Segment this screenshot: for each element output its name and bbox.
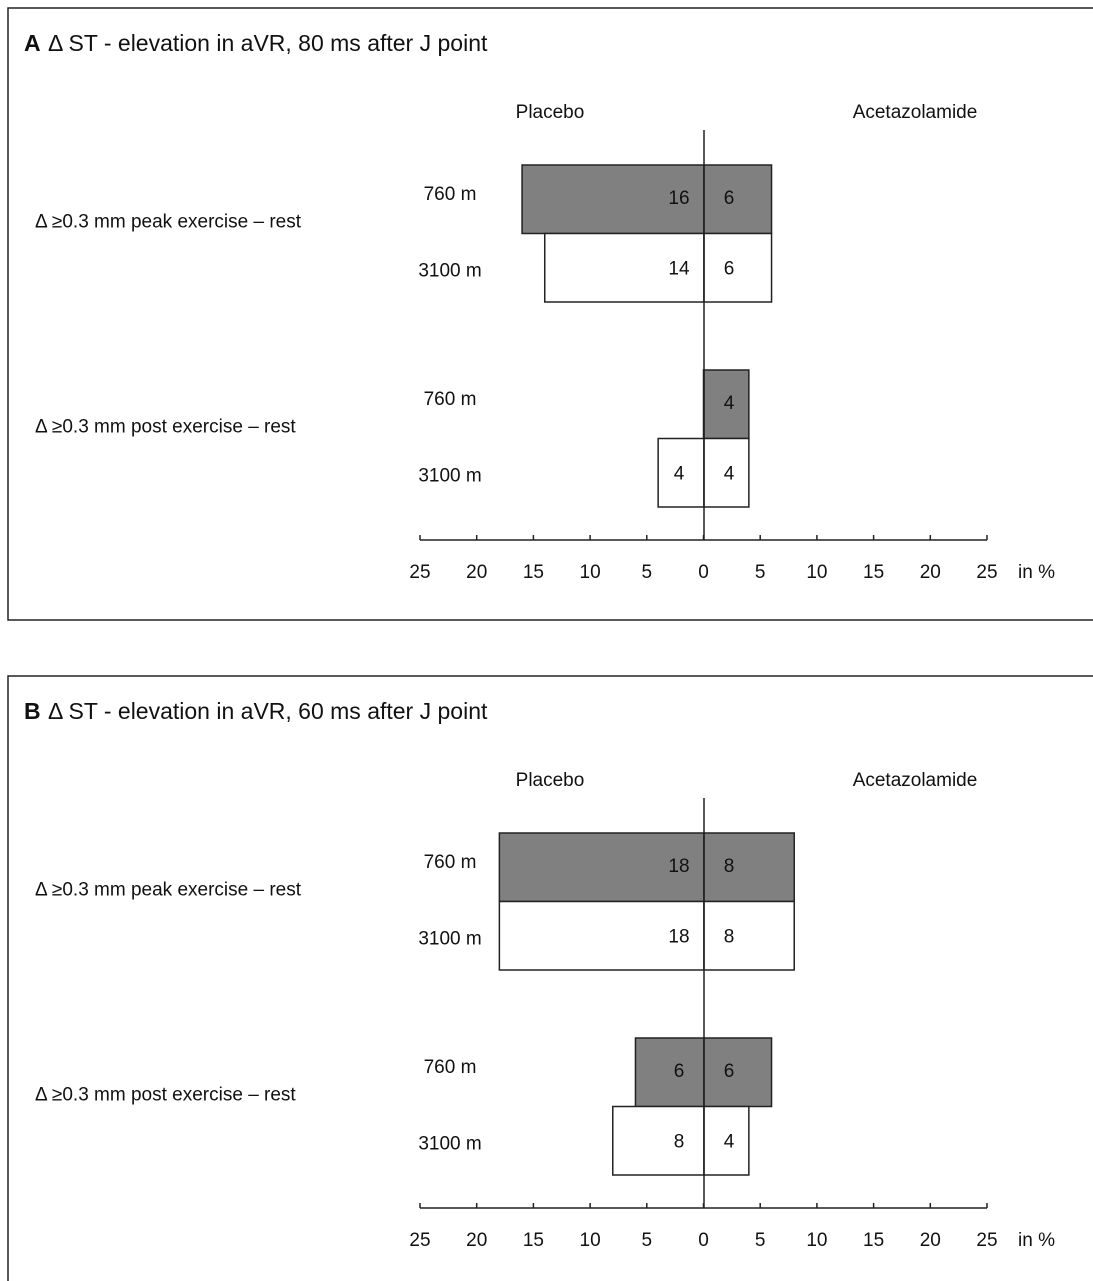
bar <box>703 232 773 303</box>
bar <box>498 832 705 903</box>
x-tick-label: 25 <box>409 1230 430 1251</box>
value-label: 6 <box>724 259 735 280</box>
row-label: 760 m <box>424 852 477 873</box>
panel-letter: A <box>24 30 41 56</box>
bar <box>634 1037 705 1108</box>
value-label: 8 <box>674 1132 685 1153</box>
panel-letter: B <box>24 698 41 724</box>
x-tick-label: 25 <box>976 1230 997 1251</box>
bar <box>703 832 795 903</box>
bar <box>703 1105 750 1176</box>
side-label: Placebo <box>516 102 585 123</box>
value-label: 8 <box>724 856 735 877</box>
x-tick-label: 10 <box>580 1230 601 1251</box>
x-tick-label: 5 <box>755 1230 766 1251</box>
x-tick-label: 20 <box>920 1230 941 1251</box>
x-tick-label: 20 <box>466 562 487 583</box>
value-label: 4 <box>724 464 735 485</box>
row-label: 760 m <box>424 184 477 205</box>
row-label: 760 m <box>424 1057 477 1078</box>
row-label: 3100 m <box>418 929 481 950</box>
group-label: Δ ≥0.3 mm post exercise – rest <box>35 417 296 438</box>
value-label: 16 <box>668 188 689 209</box>
x-tick-label: 15 <box>863 562 884 583</box>
x-tick-label: 25 <box>976 562 997 583</box>
side-label: Acetazolamide <box>853 102 978 123</box>
panel-frame <box>7 675 1093 1281</box>
x-tick-label: 5 <box>642 1230 653 1251</box>
x-tick-label: 0 <box>698 1230 709 1251</box>
x-tick-label: 10 <box>580 562 601 583</box>
x-tick-label: 15 <box>863 1230 884 1251</box>
value-label: 4 <box>724 393 735 414</box>
row-label: 3100 m <box>418 466 481 487</box>
value-label: 18 <box>668 927 689 948</box>
bar <box>703 164 773 235</box>
value-label: 6 <box>724 1061 735 1082</box>
value-label: 6 <box>724 188 735 209</box>
x-axis-label: in % <box>1018 1230 1055 1251</box>
row-label: 3100 m <box>418 1134 481 1155</box>
row-label: 3100 m <box>418 261 481 282</box>
x-tick-label: 5 <box>755 562 766 583</box>
bar <box>612 1105 705 1176</box>
side-label: Acetazolamide <box>853 770 978 791</box>
bar <box>703 900 795 971</box>
chart-title: Δ ST - elevation in aVR, 80 ms after J p… <box>48 30 488 56</box>
panel-frame <box>7 7 1093 621</box>
side-label: Placebo <box>516 770 585 791</box>
bar <box>543 232 705 303</box>
value-label: 14 <box>668 259 690 280</box>
value-label: 6 <box>674 1061 685 1082</box>
x-tick-label: 15 <box>523 1230 544 1251</box>
group-label: Δ ≥0.3 mm peak exercise – rest <box>35 212 302 233</box>
x-axis-label: in % <box>1018 562 1055 583</box>
x-tick-label: 25 <box>409 562 430 583</box>
value-label: 4 <box>724 1132 735 1153</box>
x-tick-label: 0 <box>698 562 709 583</box>
group-label: Δ ≥0.3 mm peak exercise – rest <box>35 880 302 901</box>
value-label: 18 <box>668 856 689 877</box>
x-tick-label: 15 <box>523 562 544 583</box>
bar <box>703 1037 773 1108</box>
x-tick-label: 10 <box>806 1230 827 1251</box>
bar <box>498 900 705 971</box>
group-label: Δ ≥0.3 mm post exercise – rest <box>35 1085 296 1106</box>
row-label: 760 m <box>424 389 477 410</box>
chart-title: Δ ST - elevation in aVR, 60 ms after J p… <box>48 698 488 724</box>
value-label: 8 <box>724 927 735 948</box>
bar <box>521 164 705 235</box>
x-tick-label: 10 <box>806 562 827 583</box>
value-label: 4 <box>674 464 685 485</box>
bar <box>703 437 750 508</box>
x-tick-label: 20 <box>466 1230 487 1251</box>
x-tick-label: 5 <box>642 562 653 583</box>
x-tick-label: 20 <box>920 562 941 583</box>
